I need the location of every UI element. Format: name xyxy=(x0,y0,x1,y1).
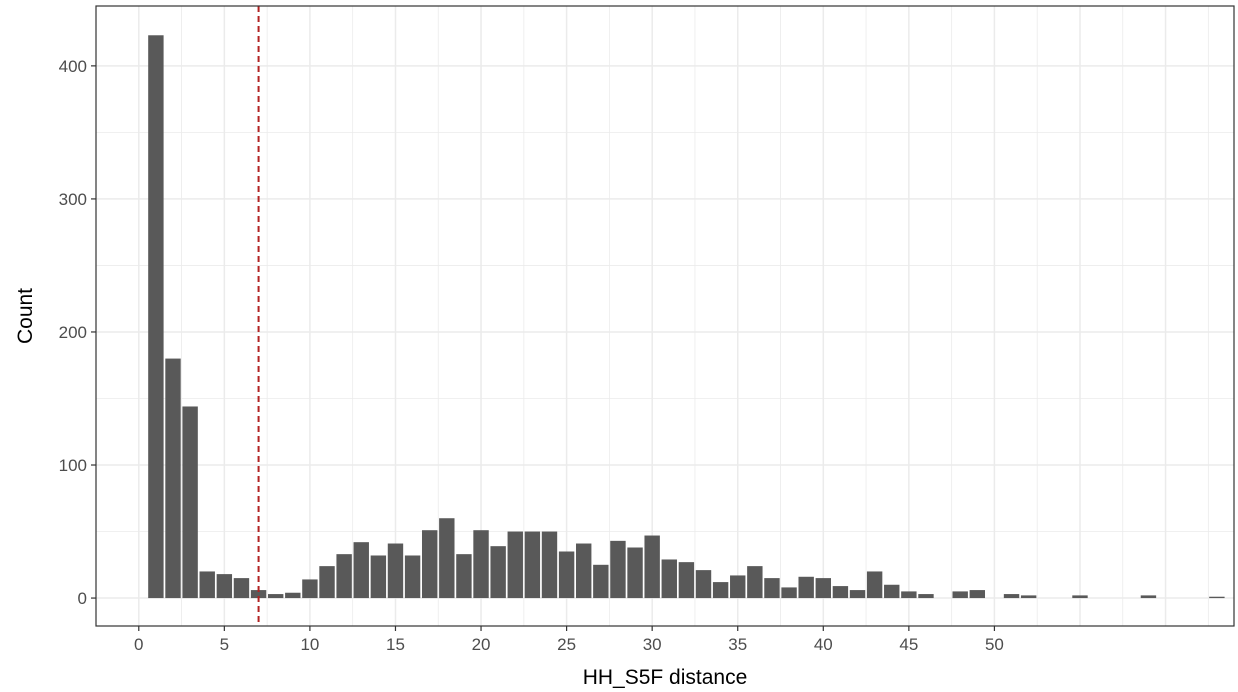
bar xyxy=(370,555,387,599)
bar xyxy=(849,590,866,599)
bar xyxy=(250,590,267,599)
bar xyxy=(490,546,506,599)
x-axis: 0 5 10 15 20 25 30 35 40 45 50 xyxy=(134,626,1004,654)
bar xyxy=(165,358,181,599)
bar xyxy=(901,591,917,599)
bar xyxy=(866,571,883,599)
bars xyxy=(148,35,1225,599)
bar xyxy=(285,592,301,599)
bar xyxy=(199,571,215,599)
bar xyxy=(627,547,643,599)
bar xyxy=(319,566,335,599)
bar xyxy=(747,566,763,599)
x-tick-label: 40 xyxy=(814,635,833,654)
panel-border xyxy=(95,5,1235,627)
bar xyxy=(387,543,404,599)
panel-background xyxy=(96,6,1234,626)
x-tick-label: 35 xyxy=(728,635,747,654)
x-tick-label: 15 xyxy=(386,635,405,654)
y-axis: 0 100 200 300 400 xyxy=(59,57,96,608)
bar xyxy=(1072,595,1088,599)
bar xyxy=(421,530,438,599)
bar xyxy=(1140,595,1157,599)
bar xyxy=(541,531,558,599)
x-axis-title: HH_S5F distance xyxy=(583,666,748,689)
y-tick-label: 400 xyxy=(59,57,87,76)
x-tick-label: 20 xyxy=(472,635,491,654)
bar xyxy=(439,518,455,599)
bar xyxy=(233,578,250,599)
bar xyxy=(558,551,575,599)
bar xyxy=(1020,595,1037,599)
bar xyxy=(781,587,797,599)
bar xyxy=(593,564,609,599)
x-tick-label: 10 xyxy=(300,635,319,654)
bar xyxy=(473,530,489,599)
bar xyxy=(576,543,592,599)
y-tick-label: 0 xyxy=(78,589,87,608)
y-axis-title: Count xyxy=(14,288,37,344)
bar xyxy=(969,590,986,599)
x-tick-label: 30 xyxy=(643,635,662,654)
bar xyxy=(884,584,900,599)
bar xyxy=(148,35,164,599)
x-tick-label: 45 xyxy=(899,635,918,654)
bar xyxy=(302,579,318,599)
bar xyxy=(610,540,626,599)
bar xyxy=(267,594,284,599)
bar xyxy=(952,591,968,599)
y-tick-label: 300 xyxy=(59,190,87,209)
grid-minor xyxy=(96,6,1234,626)
bar xyxy=(216,574,233,599)
y-tick-label: 100 xyxy=(59,456,87,475)
bar xyxy=(524,531,541,599)
bar xyxy=(695,570,712,599)
bar xyxy=(507,531,523,599)
y-tick-label: 200 xyxy=(59,323,87,342)
bar xyxy=(832,586,849,599)
x-tick-label: 0 xyxy=(134,635,143,654)
bar xyxy=(918,594,934,599)
bar xyxy=(336,554,352,599)
bar xyxy=(182,406,198,599)
bar xyxy=(661,559,677,599)
bar xyxy=(764,578,780,599)
x-tick-label: 50 xyxy=(985,635,1004,654)
bar xyxy=(353,542,369,599)
bar xyxy=(815,578,831,599)
bar xyxy=(1209,596,1225,599)
bar xyxy=(712,582,729,599)
bar xyxy=(678,562,695,599)
bar xyxy=(644,535,660,599)
bar xyxy=(456,554,472,599)
bar xyxy=(730,575,746,599)
x-tick-label: 25 xyxy=(557,635,576,654)
bar xyxy=(404,555,421,599)
bar xyxy=(1003,594,1020,599)
bar xyxy=(798,576,814,599)
x-tick-label: 5 xyxy=(220,635,229,654)
